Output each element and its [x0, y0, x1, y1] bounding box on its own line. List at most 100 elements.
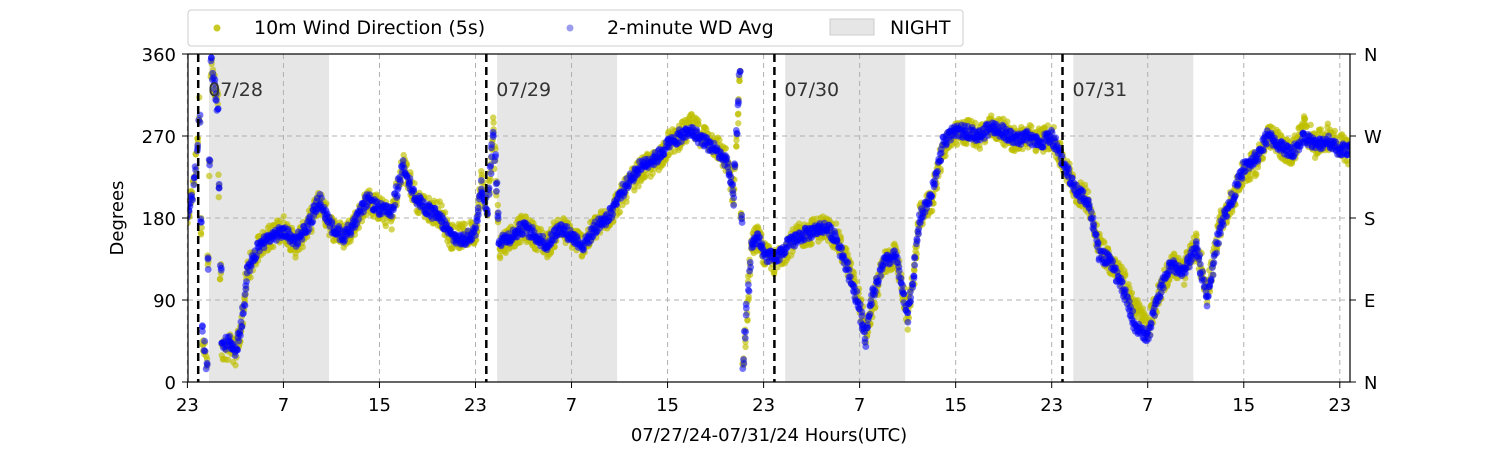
- data-point: [708, 132, 716, 139]
- data-point: [911, 253, 919, 261]
- data-point: [1199, 268, 1206, 276]
- data-point: [580, 244, 587, 252]
- x-tick-label: 23: [752, 395, 775, 416]
- data-point: [292, 254, 299, 261]
- data-point: [419, 197, 427, 205]
- data-point: [738, 215, 745, 223]
- data-point: [438, 202, 445, 209]
- data-point: [215, 180, 223, 188]
- data-point: [735, 99, 742, 107]
- data-point: [207, 54, 215, 62]
- data-point: [863, 321, 871, 329]
- data-point: [216, 276, 224, 283]
- data-point: [742, 304, 750, 312]
- data-point: [846, 273, 854, 281]
- data-point: [871, 291, 878, 299]
- data-point: [382, 222, 389, 230]
- data-point: [1219, 221, 1227, 229]
- data-point: [932, 172, 940, 180]
- data-point: [733, 143, 740, 150]
- data-point: [488, 144, 495, 152]
- data-point: [845, 266, 853, 274]
- data-point: [1147, 319, 1155, 327]
- data-point: [242, 285, 250, 293]
- data-point: [1345, 161, 1350, 168]
- data-point: [1222, 212, 1230, 220]
- data-point: [1193, 230, 1200, 237]
- data-point: [731, 160, 738, 168]
- data-point: [305, 225, 313, 233]
- data-point: [745, 286, 752, 294]
- data-point: [620, 189, 628, 196]
- data-point: [1192, 238, 1200, 245]
- data-point: [1123, 292, 1131, 300]
- data-point: [735, 120, 742, 127]
- data-point: [425, 194, 433, 202]
- data-point: [485, 191, 493, 198]
- data-point: [1109, 257, 1117, 265]
- data-point: [190, 181, 198, 189]
- data-point: [298, 235, 306, 243]
- data-point: [239, 310, 247, 318]
- data-point: [1125, 281, 1132, 288]
- data-point: [926, 200, 933, 208]
- data-point: [188, 219, 191, 227]
- data-point: [904, 318, 912, 326]
- x-tick-label: 7: [1142, 395, 1153, 416]
- data-point: [740, 360, 748, 367]
- data-point: [745, 293, 752, 300]
- data-point: [808, 240, 815, 248]
- y-tick-label: 360: [142, 45, 176, 66]
- data-point: [472, 225, 480, 232]
- data-point: [1087, 208, 1095, 216]
- data-point: [1209, 271, 1217, 279]
- data-point: [1252, 170, 1259, 177]
- data-point: [744, 317, 751, 324]
- legend-marker: [213, 24, 221, 32]
- data-point: [492, 180, 500, 188]
- data-point: [1084, 188, 1092, 195]
- data-point: [871, 286, 878, 294]
- data-point: [742, 328, 750, 336]
- data-point: [490, 119, 497, 126]
- data-point: [832, 220, 840, 227]
- data-point: [1204, 292, 1212, 300]
- data-point: [1089, 214, 1097, 222]
- data-point: [741, 334, 749, 342]
- data-point: [396, 176, 404, 184]
- data-point: [212, 90, 220, 98]
- data-point: [478, 171, 486, 178]
- data-point: [900, 290, 907, 298]
- right-tick-label: N: [1364, 45, 1377, 66]
- data-point: [1028, 123, 1035, 130]
- data-point: [649, 170, 656, 177]
- data-point: [1180, 281, 1188, 288]
- data-point: [294, 240, 302, 248]
- data-point: [1347, 141, 1350, 149]
- data-point: [211, 79, 218, 87]
- data-point: [838, 243, 845, 251]
- data-point: [188, 202, 194, 210]
- x-tick-label: 23: [1328, 395, 1351, 416]
- data-point: [729, 190, 737, 198]
- data-point: [309, 218, 317, 226]
- data-point: [206, 172, 213, 180]
- data-point: [1246, 173, 1254, 180]
- data-point: [1331, 127, 1339, 135]
- data-point: [224, 356, 232, 364]
- data-point: [1301, 115, 1309, 123]
- data-point: [1210, 259, 1218, 267]
- data-point: [1101, 239, 1108, 246]
- data-point: [1254, 157, 1262, 165]
- data-point: [1317, 126, 1325, 133]
- data-point: [489, 128, 497, 136]
- data-point: [1231, 193, 1239, 201]
- data-point: [1052, 134, 1060, 142]
- data-point: [727, 173, 735, 181]
- data-point: [474, 204, 482, 212]
- data-point: [203, 353, 210, 360]
- legend-label: 2-minute WD Avg: [607, 17, 774, 39]
- y-tick-label: 270: [142, 127, 176, 148]
- data-point: [904, 309, 911, 317]
